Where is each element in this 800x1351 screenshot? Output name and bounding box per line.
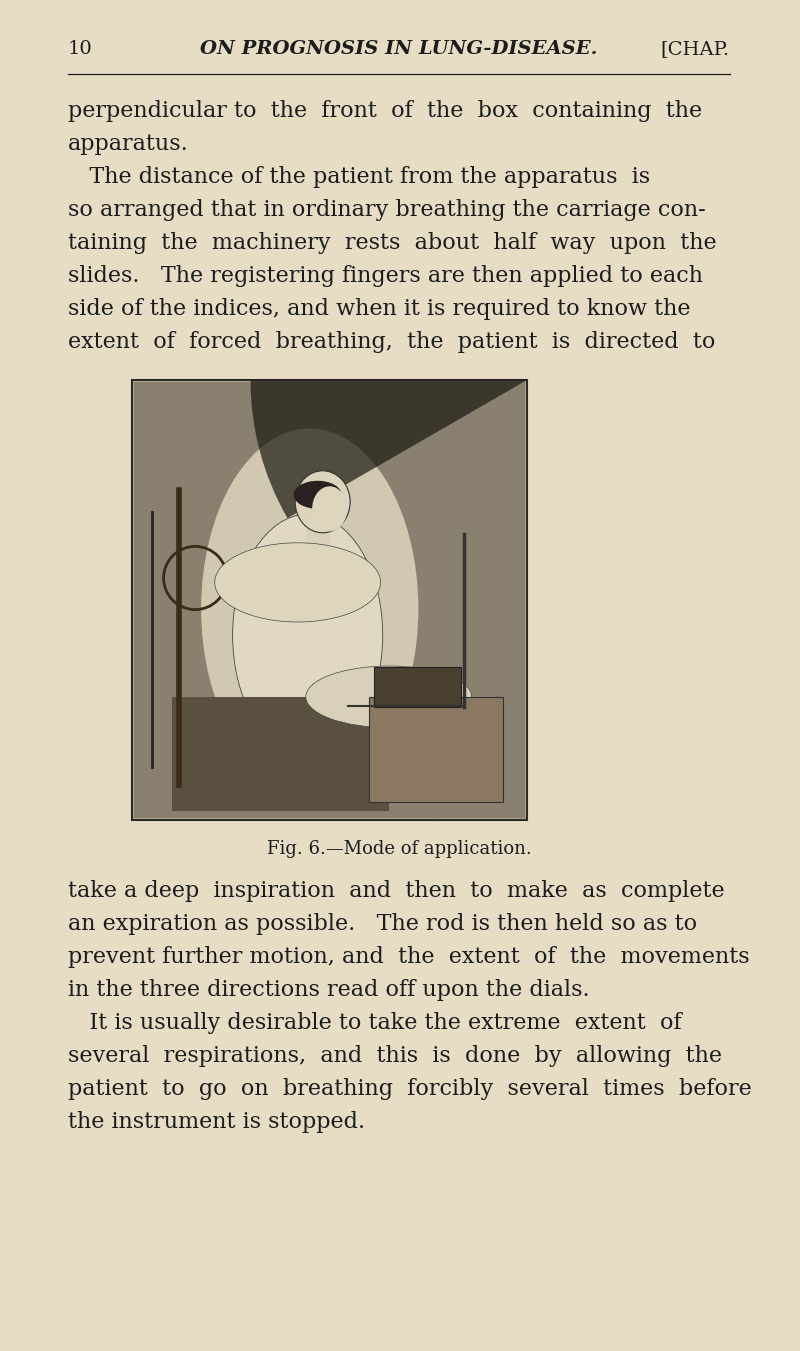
Text: Fig. 6.—Mode of application.: Fig. 6.—Mode of application. xyxy=(266,840,531,858)
Text: ON PROGNOSIS IN LUNG-DISEASE.: ON PROGNOSIS IN LUNG-DISEASE. xyxy=(200,41,598,58)
Ellipse shape xyxy=(201,428,418,789)
Wedge shape xyxy=(132,222,290,380)
Bar xyxy=(374,667,461,707)
Ellipse shape xyxy=(295,470,350,532)
Text: taining  the  machinery  rests  about  half  way  upon  the: taining the machinery rests about half w… xyxy=(68,232,717,254)
Text: apparatus.: apparatus. xyxy=(68,132,189,155)
Text: an expiration as possible.   The rod is then held so as to: an expiration as possible. The rod is th… xyxy=(68,913,697,935)
Text: perpendicular to  the  front  of  the  box  containing  the: perpendicular to the front of the box co… xyxy=(68,100,702,122)
Bar xyxy=(306,519,330,549)
Text: 10: 10 xyxy=(68,41,93,58)
Text: [CHAP.: [CHAP. xyxy=(661,41,730,58)
Text: The distance of the patient from the apparatus  is: The distance of the patient from the app… xyxy=(68,166,650,188)
Bar xyxy=(369,697,503,802)
Text: extent  of  forced  breathing,  the  patient  is  directed  to: extent of forced breathing, the patient … xyxy=(68,331,715,353)
Text: the instrument is stopped.: the instrument is stopped. xyxy=(68,1111,365,1133)
Wedge shape xyxy=(250,104,527,519)
Text: patient  to  go  on  breathing  forcibly  several  times  before: patient to go on breathing forcibly seve… xyxy=(68,1078,752,1100)
Text: in the three directions read off upon the dials.: in the three directions read off upon th… xyxy=(68,979,590,1001)
Text: prevent further motion, and  the  extent  of  the  movements: prevent further motion, and the extent o… xyxy=(68,946,750,969)
Text: side of the indices, and when it is required to know the: side of the indices, and when it is requ… xyxy=(68,299,690,320)
Ellipse shape xyxy=(306,666,472,728)
Bar xyxy=(171,697,389,811)
Text: slides.   The registering fingers are then applied to each: slides. The registering fingers are then… xyxy=(68,265,703,286)
Text: so arranged that in ordinary breathing the carriage con-: so arranged that in ordinary breathing t… xyxy=(68,199,706,222)
Text: It is usually desirable to take the extreme  extent  of: It is usually desirable to take the extr… xyxy=(68,1012,682,1034)
Ellipse shape xyxy=(233,515,382,757)
Bar xyxy=(134,382,525,817)
Ellipse shape xyxy=(294,481,342,509)
Bar xyxy=(132,380,527,820)
Ellipse shape xyxy=(214,543,381,621)
Ellipse shape xyxy=(312,486,347,531)
Text: take a deep  inspiration  and  then  to  make  as  complete: take a deep inspiration and then to make… xyxy=(68,880,725,902)
Text: several  respirations,  and  this  is  done  by  allowing  the: several respirations, and this is done b… xyxy=(68,1046,722,1067)
